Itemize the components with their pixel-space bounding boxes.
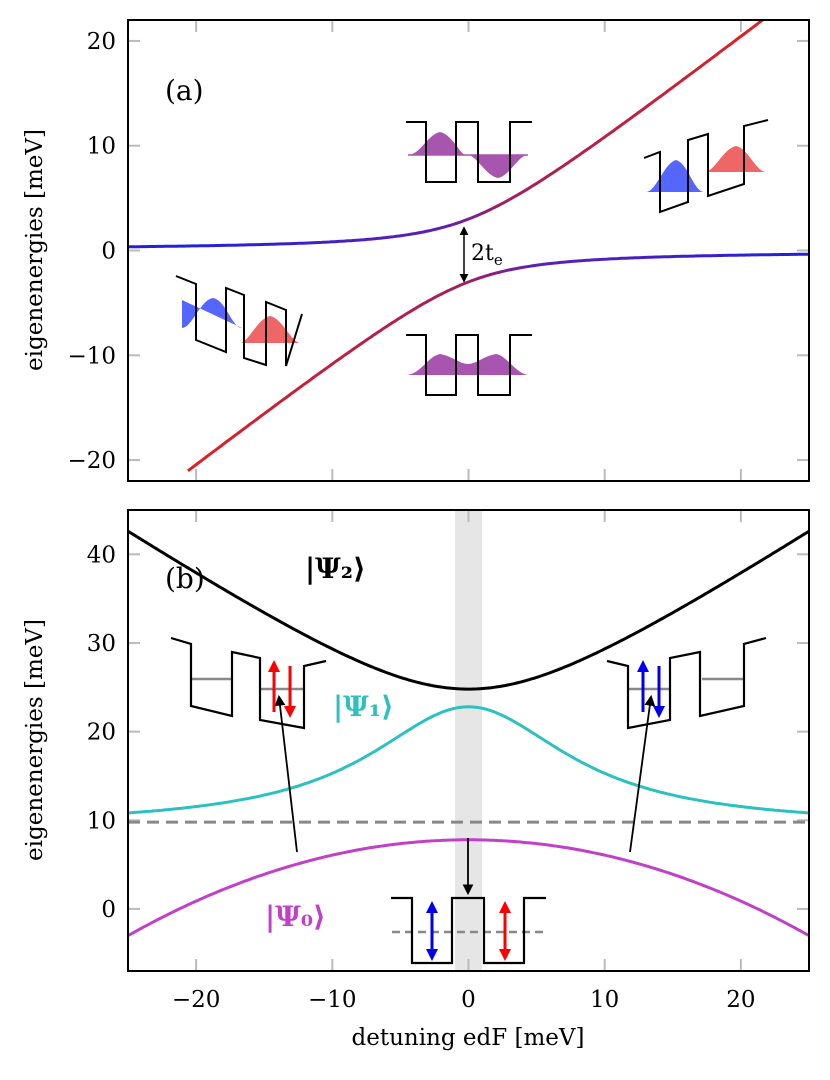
x-tick-label: 0 bbox=[461, 987, 476, 1013]
y-tick-label: −20 bbox=[67, 448, 116, 474]
blue-wavefunction bbox=[182, 298, 242, 328]
panel-a-frame bbox=[127, 19, 810, 482]
spin-red-head-up bbox=[499, 901, 511, 913]
psi1-line bbox=[128, 705, 809, 815]
gap-label: 2te bbox=[471, 241, 503, 269]
upper-branch-line bbox=[128, 20, 766, 249]
panel-b-xlabel: detuning edF [meV] bbox=[352, 1025, 585, 1051]
y-tick-label: 0 bbox=[101, 897, 116, 923]
y-tick-label: 40 bbox=[87, 542, 116, 568]
spin-down-head bbox=[653, 706, 665, 718]
well-potential bbox=[606, 636, 767, 730]
well-inset-right bbox=[643, 119, 769, 214]
purple-wavefunction-upper-right bbox=[468, 155, 528, 178]
spin-blue-head-up bbox=[426, 901, 438, 913]
panel-a-lines bbox=[128, 20, 809, 473]
spin-inset-bottom bbox=[391, 896, 546, 965]
panel-a: −20 −10 0 10 20 (a) eigenenergies [meV] 2te bbox=[22, 19, 810, 482]
y-tick-label: 10 bbox=[87, 808, 116, 834]
spin-down-head bbox=[284, 706, 296, 718]
panel-b: −20 −10 0 10 20 0 10 20 30 40 (b) eigenenergies [… bbox=[22, 509, 810, 1051]
pointer-arrow-right bbox=[629, 694, 656, 853]
well-inset-bottom bbox=[406, 334, 532, 396]
well-potential bbox=[406, 334, 532, 396]
y-tick-label: 0 bbox=[101, 239, 116, 265]
panel-a-ticks: −20 −10 0 10 20 bbox=[67, 20, 809, 481]
pointer-arrow-left bbox=[274, 694, 298, 853]
well-potential bbox=[175, 275, 303, 367]
x-tick-label: −20 bbox=[172, 987, 221, 1013]
red-wavefunction bbox=[240, 316, 300, 343]
x-tick-label: 10 bbox=[590, 987, 619, 1013]
well-inset-left bbox=[175, 275, 303, 367]
y-tick-label: 20 bbox=[87, 29, 116, 55]
panel-b-ticks: −20 −10 0 10 20 0 10 20 30 40 bbox=[87, 510, 809, 1013]
well-potential bbox=[391, 896, 546, 965]
spin-up-head bbox=[637, 660, 649, 672]
y-tick-label: 10 bbox=[87, 134, 116, 160]
psi1-label: |Ψ₁⟩ bbox=[333, 690, 394, 723]
purple-wavefunction-lower bbox=[406, 354, 530, 375]
psi2-label: |Ψ₂⟩ bbox=[305, 552, 366, 585]
purple-wavefunction-upper-left bbox=[408, 132, 466, 155]
well-potential bbox=[406, 121, 532, 183]
spin-inset-right bbox=[606, 636, 767, 730]
red-wavefunction bbox=[705, 146, 766, 172]
y-tick-label: −10 bbox=[67, 343, 116, 369]
panel-a-label: (a) bbox=[165, 74, 204, 107]
spin-inset-left bbox=[170, 636, 327, 730]
y-tick-label: 20 bbox=[87, 720, 116, 746]
spin-blue-head-down bbox=[426, 949, 438, 961]
psi0-label: |Ψ₀⟩ bbox=[265, 900, 326, 933]
well-potential bbox=[170, 636, 327, 730]
well-inset-top bbox=[406, 121, 532, 183]
psi2-line bbox=[128, 529, 809, 691]
panel-a-ylabel: eigenenergies [meV] bbox=[22, 129, 48, 371]
panel-b-label: (b) bbox=[165, 562, 205, 595]
panel-b-ylabel: eigenenergies [meV] bbox=[22, 619, 48, 861]
spin-up-head bbox=[268, 660, 280, 672]
spin-red-head-down bbox=[499, 949, 511, 961]
shaded-band bbox=[455, 510, 482, 971]
blue-wavefunction bbox=[646, 160, 704, 192]
x-tick-label: −10 bbox=[308, 987, 357, 1013]
panel-b-frame bbox=[127, 509, 810, 972]
well-potential bbox=[643, 119, 769, 214]
x-tick-label: 20 bbox=[726, 987, 755, 1013]
y-tick-label: 30 bbox=[87, 631, 116, 657]
lower-branch-line bbox=[187, 252, 809, 473]
